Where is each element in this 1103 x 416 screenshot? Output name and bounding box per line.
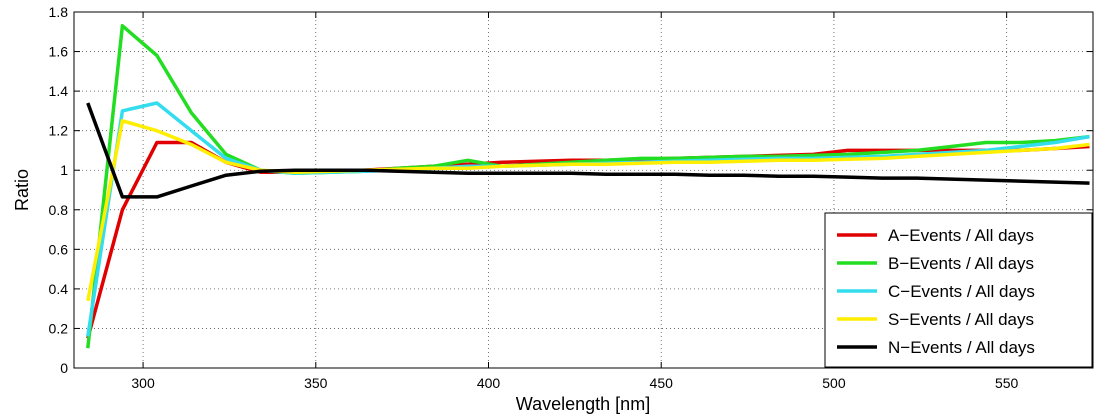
legend-label-1: A−Events / All days [888, 226, 1034, 245]
legend-label-3: C−Events / All days [888, 282, 1035, 301]
y-tick-label: 1.6 [49, 44, 69, 60]
y-tick-label: 0.4 [49, 281, 69, 297]
legend-label-2: B−Events / All days [888, 254, 1034, 273]
y-tick-label: 1.8 [49, 4, 69, 20]
x-tick-label: 450 [650, 375, 674, 391]
plot-frame [73, 11, 1094, 369]
legend-label-4: S−Events / All days [888, 310, 1034, 329]
y-tick-label: 1 [60, 162, 68, 178]
x-axis-title: Wavelength [nm] [516, 394, 650, 414]
legend: A−Events / All days B−Events / All days C−… [824, 212, 1093, 368]
y-tick-label: 0.2 [49, 320, 69, 336]
axis-ticks: 300 350 400 450 500 550 0 0.2 0.4 0.6 0.8 1 1.2 1.4 1.… [49, 4, 1093, 391]
series-line-4 [86, 119, 1090, 302]
y-tick-label: 0 [60, 360, 68, 376]
y-tick-label: 0.6 [49, 241, 69, 257]
y-axis-title: Ratio [12, 169, 32, 211]
y-tick-label: 1.2 [49, 123, 69, 139]
x-tick-label: 300 [131, 375, 155, 391]
series-line-5 [86, 102, 1090, 199]
x-tick-label: 500 [822, 375, 846, 391]
y-tick-label: 1.4 [49, 83, 69, 99]
x-tick-label: 350 [304, 375, 328, 391]
series-lines [86, 24, 1090, 349]
y-tick-label: 0.8 [49, 202, 69, 218]
x-tick-label: 400 [477, 375, 501, 391]
x-tick-label: 550 [995, 375, 1019, 391]
legend-label-5: N−Events / All days [888, 338, 1035, 357]
